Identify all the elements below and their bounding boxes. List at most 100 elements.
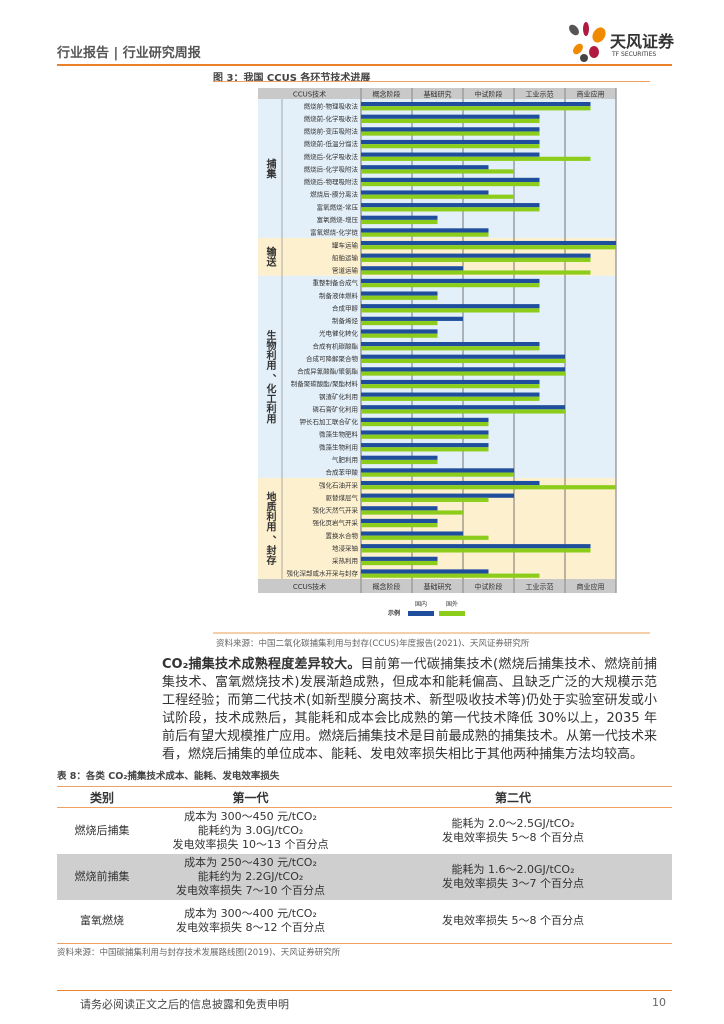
bar-domestic — [361, 177, 540, 182]
row-label: 管道运输 — [332, 266, 359, 275]
row-label: 燃烧前-物理吸收法 — [304, 101, 359, 110]
bar-foreign — [361, 384, 540, 389]
bar-foreign — [361, 283, 540, 288]
bar-domestic — [361, 114, 540, 119]
bar-foreign — [361, 535, 489, 540]
footer-divider — [57, 990, 672, 991]
figure-title: 图 3：我国 CCUS 各环节技术进展 — [213, 73, 371, 84]
bar-foreign — [361, 358, 565, 364]
figure-divider — [213, 81, 650, 82]
row-label: 钾长石加工联合矿化 — [300, 417, 359, 426]
cell-line: 成本为 250～430 元/tCO₂ — [184, 855, 317, 869]
bar-foreign — [361, 232, 489, 237]
bar-domestic — [361, 506, 438, 511]
cell-line: 发电效率损失 3～7 个百分点 — [442, 876, 584, 890]
row-label: 制备液体燃料 — [319, 291, 359, 300]
cell-line: 发电效率损失 8～12 个百分点 — [176, 921, 325, 935]
table-row: 燃烧前捕集 成本为 250～430 元/tCO₂ 能耗约为 2.2GJ/tCO₂ 发电… — [57, 853, 672, 900]
table-header: 第一代 — [147, 786, 354, 808]
footer-row-background — [258, 579, 616, 593]
category-text: 富氧燃烧 — [80, 914, 124, 928]
legend-title: 示例 — [388, 609, 400, 617]
bar-domestic — [361, 228, 489, 233]
bar-foreign — [361, 131, 540, 136]
row-label: 强化石油开采 — [319, 480, 359, 489]
body-paragraph: CO₂捕集技术成熟程度差异较大。目前第一代碳捕集技术(燃烧后捕集技术、燃烧前捕集… — [162, 656, 657, 764]
bar-domestic — [361, 443, 489, 448]
bar-domestic — [361, 304, 540, 309]
row-label: 燃烧前-化学吸收法 — [304, 114, 359, 123]
bar-foreign — [361, 447, 489, 452]
row-label: 船舶运输 — [332, 253, 359, 262]
table-cell-gen1: 成本为 250～430 元/tCO₂ 能耗约为 2.2GJ/tCO₂ 发电效率损失 … — [147, 853, 354, 900]
category-text: 燃烧前捕集 — [74, 869, 130, 883]
bar-foreign — [361, 346, 540, 351]
header-divider — [57, 64, 672, 66]
row-label: 合成异氰酸酯/聚氨酯 — [297, 367, 358, 376]
bar-foreign — [361, 144, 540, 149]
bar-domestic — [361, 253, 591, 258]
row-label: 富氧燃烧-增压 — [317, 215, 359, 224]
bar-domestic — [361, 417, 489, 422]
row-label: 强化天然气开采 — [313, 506, 359, 515]
row-label: 燃烧后-化学吸收法 — [304, 152, 359, 161]
bar-domestic — [361, 493, 514, 498]
tf-securities-logo-icon — [569, 22, 606, 62]
legend-swatch — [439, 611, 465, 616]
category-text: 燃烧后捕集 — [74, 823, 130, 837]
legend-label: 国内 — [415, 600, 427, 608]
row-label: 驱替煤层气 — [326, 493, 359, 502]
bar-domestic — [361, 165, 489, 170]
stage-label: 基础研究 — [424, 90, 452, 99]
bar-foreign — [361, 118, 540, 124]
table-cell-gen2: 能耗为 1.6～2.0GJ/tCO₂ 发电效率损失 3～7 个百分点 — [354, 853, 672, 900]
bar-foreign — [361, 257, 591, 262]
table-cell-gen1: 成本为 300～400 元/tCO₂ 发电效率损失 8～12 个百分点 — [147, 899, 354, 944]
bar-foreign — [361, 333, 438, 338]
bar-domestic — [361, 278, 540, 284]
bar-foreign — [361, 245, 616, 250]
cell-line: 发电效率损失 5～8 个百分点 — [442, 914, 584, 928]
table-header: 第二代 — [354, 786, 672, 808]
bar-domestic — [361, 240, 616, 246]
header-row-background — [258, 88, 616, 99]
bar-foreign — [361, 194, 514, 199]
bar-foreign — [361, 409, 565, 414]
row-label: 地浸采铀 — [332, 543, 359, 552]
body-flow: CO₂捕集技术成熟程度差异较大。目前第一代碳捕集技术(燃烧后捕集技术、燃烧前捕集… — [57, 656, 672, 959]
row-label: 光电催化转化 — [319, 329, 359, 338]
row-label: 制备聚碳酸酯/聚酯材料 — [291, 379, 359, 388]
cell-line: 能耗约为 2.2GJ/tCO₂ — [197, 869, 304, 883]
bar-domestic — [361, 556, 438, 561]
bar-domestic — [361, 531, 463, 536]
bar-foreign — [361, 523, 438, 528]
table-cell-gen2: 能耗为 2.0～2.5GJ/tCO₂ 发电效率损失 5～8 个百分点 — [354, 808, 672, 854]
table-title: 表 8：各类 CO₂捕集技术成本、能耗、发电效率损失 — [57, 771, 280, 782]
paragraph-lead: CO₂捕集技术成熟程度差异较大。 — [162, 657, 361, 672]
bar-domestic — [361, 392, 540, 397]
row-label: 合成有机碳酸酯 — [313, 341, 359, 350]
row-label: 富氧燃烧-常压 — [317, 202, 359, 211]
stage-label: 商业应用 — [577, 582, 605, 591]
bar-domestic — [361, 215, 438, 220]
logo-subtext: TF SECURITIES — [612, 51, 657, 58]
column-header-label: CCUS技术 — [293, 90, 326, 99]
table-cell-category: 燃烧后捕集 — [57, 808, 147, 854]
row-label: 重整制备合成气 — [313, 278, 359, 287]
table-source: 资料来源：中国碳捕集利用与封存技术发展路线图(2019)、天风证券研究所 — [57, 948, 341, 958]
row-label: 磷石膏矿化利用 — [313, 404, 359, 413]
stage-label: 工业示范 — [526, 582, 554, 591]
bar-foreign — [361, 510, 463, 515]
cell-line: 能耗为 2.0～2.5GJ/tCO₂ — [451, 816, 575, 830]
table-header: 类别 — [57, 786, 147, 808]
stage-label: 中试阶段 — [475, 582, 503, 591]
bar-foreign — [361, 169, 514, 174]
group-label: 地质利用 、封存 — [264, 491, 277, 566]
stage-label: 基础研究 — [424, 582, 452, 591]
bar-domestic — [361, 455, 438, 460]
bar-foreign — [361, 270, 591, 275]
capture-cost-table: 类别 第一代 第二代 燃烧后捕集 成本为 300～450 元/tCO₂ 能耗约为 3… — [57, 786, 672, 944]
cell-line: 发电效率损失 10～13 个百分点 — [172, 837, 329, 851]
row-label: 合成甲醇 — [332, 303, 359, 312]
bar-foreign — [361, 181, 540, 187]
